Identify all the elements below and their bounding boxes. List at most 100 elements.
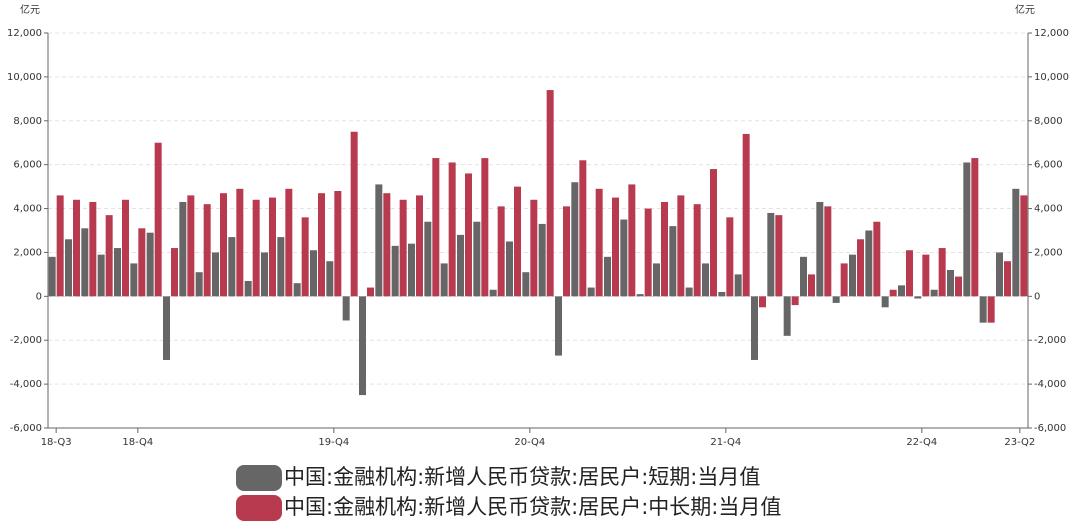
bar (1012, 188, 1020, 297)
bar (824, 206, 832, 297)
bar (65, 239, 72, 297)
bar (114, 248, 121, 297)
bar (448, 162, 456, 297)
bar (440, 263, 448, 297)
bar (497, 206, 505, 297)
bar (261, 252, 268, 297)
y2-tick-label: 2,000 (1034, 247, 1063, 258)
y2-unit: 亿元 (1015, 3, 1035, 16)
bar (873, 221, 881, 297)
bar (914, 296, 922, 299)
bar (1020, 195, 1028, 297)
bar (718, 291, 726, 297)
bar (187, 195, 195, 297)
bar (653, 263, 660, 297)
bar (963, 162, 971, 297)
bar (514, 186, 521, 297)
bar (506, 241, 513, 297)
bar (791, 296, 799, 306)
bar (938, 248, 946, 297)
bar (465, 173, 472, 297)
bar (857, 239, 864, 297)
bar (301, 217, 309, 297)
bar (530, 199, 538, 297)
bar (604, 256, 611, 297)
bar (122, 199, 129, 297)
bar (334, 191, 342, 297)
y2-tick-label: 0 (1034, 291, 1040, 302)
bar (661, 201, 668, 297)
y-unit: 亿元 (20, 3, 40, 16)
x-tick-label: 22-Q4 (906, 437, 937, 448)
bar (342, 296, 350, 321)
y-tick-label: 2,000 (13, 247, 42, 258)
bar (612, 197, 619, 297)
bar (555, 296, 562, 356)
y-tick-label: -4,000 (10, 379, 42, 390)
bar (767, 212, 775, 297)
y2-tick-label: 4,000 (1034, 204, 1063, 215)
bar (130, 263, 138, 297)
bar (228, 237, 236, 297)
bar (367, 287, 374, 297)
bar (987, 296, 995, 323)
bar (800, 256, 807, 297)
bar (930, 289, 938, 297)
y2-tick-label: 12,000 (1034, 28, 1069, 39)
x-tick-label: 20-Q4 (514, 437, 545, 448)
bar (399, 199, 407, 297)
bar (432, 158, 440, 297)
bar (840, 263, 848, 297)
bar (563, 206, 570, 297)
bar (56, 195, 64, 297)
bar (293, 283, 301, 297)
bar (489, 289, 497, 297)
bar (350, 131, 358, 297)
bar (408, 243, 415, 297)
bar (375, 184, 383, 297)
bar (48, 256, 56, 297)
bar (685, 287, 693, 297)
x-tick-label: 19-Q4 (318, 437, 349, 448)
legend-swatch (236, 465, 282, 491)
bar (522, 272, 530, 297)
bar (318, 193, 325, 297)
bar (89, 201, 97, 297)
bar (424, 221, 432, 297)
y-tick-label: 10,000 (7, 72, 42, 83)
bar (546, 90, 554, 297)
legend-text: 中国:金融机构:新增人民币贷款:居民户:短期:当月值 (284, 465, 760, 489)
bar (244, 280, 252, 297)
bar (138, 228, 146, 297)
bar (751, 296, 758, 360)
y-tick-label: 8,000 (13, 116, 42, 127)
bar (391, 245, 399, 297)
bar (1004, 261, 1011, 297)
y-tick-label: 6,000 (13, 160, 42, 171)
bar (710, 169, 717, 297)
bar (457, 234, 464, 297)
bar (759, 296, 766, 308)
y2-tick-label: 8,000 (1034, 116, 1063, 127)
x-tick-label: 21-Q4 (710, 437, 741, 448)
y-tick-label: 0 (36, 291, 42, 302)
y2-tick-label: -6,000 (1034, 423, 1066, 434)
bar (898, 285, 905, 297)
bar (996, 252, 1003, 297)
y2-tick-label: 6,000 (1034, 160, 1063, 171)
bar (277, 237, 285, 297)
bar (473, 221, 481, 297)
legend-swatch (236, 495, 282, 521)
bar (212, 252, 219, 297)
y2-tick-label: 10,000 (1034, 72, 1069, 83)
bar (587, 287, 595, 297)
bar (955, 276, 962, 297)
bar (726, 217, 734, 297)
bar (832, 296, 840, 303)
bar (383, 193, 391, 297)
x-tick-label: 18-Q4 (122, 437, 153, 448)
y2-tick-label: -2,000 (1034, 335, 1066, 346)
bar (783, 296, 791, 336)
bar (481, 158, 489, 297)
